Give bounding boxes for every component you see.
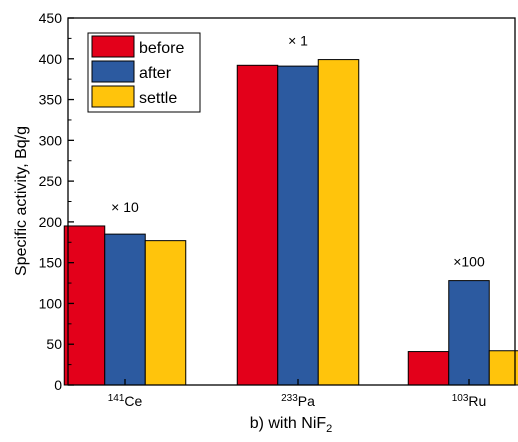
x-tick-label-ru: 103Ru (452, 393, 487, 409)
y-tick-label: 350 (39, 92, 63, 108)
x-axis-title-main: b) with NiF (250, 415, 327, 432)
bar-after-ce (104, 233, 146, 386)
bar-before-pa (236, 64, 279, 386)
bar-before-ru (407, 351, 450, 386)
annotation-pa: × 1 (288, 33, 308, 49)
element-symbol: Pa (298, 393, 315, 409)
legend-swatch-before (91, 35, 135, 58)
element-symbol: Ru (468, 393, 486, 409)
y-tick-label: 200 (39, 214, 63, 230)
annotation-ru: ×100 (453, 254, 485, 270)
bar-settle-ru (488, 350, 518, 386)
y-axis-title: Specific activity, Bq/g (13, 126, 30, 276)
bar-after-ru (448, 280, 490, 386)
legend-swatch-after (91, 60, 135, 83)
isotope-mass-number: 141 (108, 393, 125, 404)
y-tick-label: 450 (39, 10, 63, 26)
x-axis-title: b) with NiF2 (250, 415, 333, 435)
bar-settle-pa (317, 59, 360, 386)
y-tick-label: 0 (54, 377, 62, 393)
x-tick-label-pa: 233Pa (281, 393, 315, 409)
isotope-mass-number: 103 (452, 393, 469, 404)
y-tick-label: 400 (39, 51, 63, 67)
legend-swatch-settle (91, 85, 135, 108)
y-tick-label: 100 (39, 295, 63, 311)
x-tick-label-ce: 141Ce (108, 393, 143, 409)
annotation-ce: × 10 (111, 199, 139, 215)
bar-after-pa (277, 65, 319, 386)
x-axis-title-subscript: 2 (326, 423, 332, 435)
bar-before-ce (63, 225, 106, 386)
legend-label-settle: settle (139, 90, 177, 107)
isotope-mass-number: 233 (281, 393, 298, 404)
y-tick-label: 150 (39, 255, 63, 271)
bar-settle-ce (144, 240, 187, 386)
legend-label-after: after (139, 65, 172, 82)
y-tick-label: 250 (39, 173, 63, 189)
y-tick-label: 300 (39, 132, 63, 148)
y-tick-label: 50 (46, 336, 62, 352)
legend-label-before: before (139, 40, 184, 57)
element-symbol: Ce (124, 393, 142, 409)
